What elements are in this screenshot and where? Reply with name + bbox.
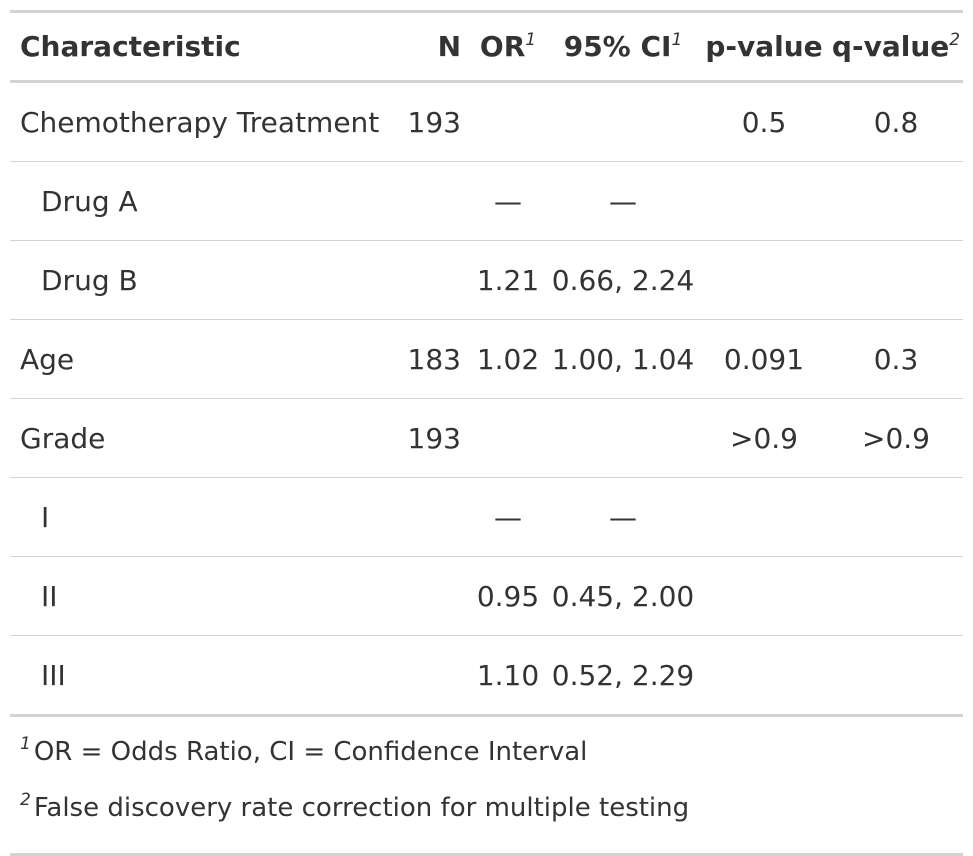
- row-label: II: [41, 579, 58, 613]
- header-n: N: [437, 30, 461, 63]
- cell-ci: 0.45, 2.00: [551, 579, 695, 613]
- cell-or: —: [494, 184, 522, 218]
- footnote-marker: 1: [20, 734, 31, 754]
- regression-table-container: Characteristic N OR1 95% CI1 p-value q-v…: [10, 10, 963, 856]
- cell-n: [391, 636, 469, 716]
- header-or: OR1: [479, 30, 537, 63]
- cell-or: 1.02: [476, 342, 540, 376]
- header-q-value: q-value2: [831, 30, 961, 63]
- footnote-text: OR = Odds Ratio, CI = Confidence Interva…: [33, 737, 588, 767]
- cell-p-value: >0.9: [730, 421, 798, 455]
- cell-n: [391, 478, 469, 557]
- cell-q-value: [829, 636, 963, 716]
- footnote-marker: 2: [949, 30, 961, 50]
- cell-q-value: [829, 478, 963, 557]
- row-label: Age: [20, 342, 75, 376]
- footnote-marker: 1: [525, 30, 537, 50]
- cell-p-value: 0.5: [741, 105, 787, 139]
- cell-q-value: 0.3: [873, 342, 919, 376]
- cell-p-value: [699, 162, 829, 241]
- cell-p-value: 0.091: [723, 342, 805, 376]
- cell-or: —: [494, 500, 522, 534]
- cell-q-value: [829, 557, 963, 636]
- table-footnotes: 1 OR = Odds Ratio, CI = Confidence Interv…: [10, 717, 963, 856]
- row-label: Chemotherapy Treatment: [20, 105, 380, 139]
- cell-ci: 1.00, 1.04: [551, 342, 695, 376]
- row-label: I: [41, 500, 50, 534]
- footnote: 1 OR = Odds Ratio, CI = Confidence Interv…: [20, 729, 963, 785]
- row-label: Grade: [20, 421, 106, 455]
- table-row: Drug A — —: [10, 162, 963, 241]
- header-characteristic: Characteristic: [20, 30, 241, 63]
- row-label: Drug B: [41, 263, 138, 297]
- cell-n: 183: [407, 342, 461, 376]
- cell-or: [469, 82, 547, 162]
- cell-ci: [547, 82, 699, 162]
- cell-n: 193: [407, 421, 461, 455]
- cell-or: [469, 399, 547, 478]
- table-row: II 0.95 0.45, 2.00: [10, 557, 963, 636]
- footnote: 2 False discovery rate correction for mul…: [20, 785, 963, 841]
- table-row: Chemotherapy Treatment 193 0.5 0.8: [10, 82, 963, 162]
- cell-q-value: [829, 241, 963, 320]
- cell-ci: [547, 399, 699, 478]
- header-row: Characteristic N OR1 95% CI1 p-value q-v…: [10, 11, 963, 82]
- cell-n: 193: [407, 105, 461, 139]
- cell-n: [391, 241, 469, 320]
- cell-q-value: >0.9: [862, 421, 930, 455]
- cell-p-value: [699, 478, 829, 557]
- cell-ci: —: [609, 184, 637, 218]
- cell-n: [391, 162, 469, 241]
- cell-q-value: 0.8: [873, 105, 919, 139]
- regression-table: Characteristic N OR1 95% CI1 p-value q-v…: [10, 10, 963, 717]
- cell-or: 1.10: [476, 658, 540, 692]
- row-label: Drug A: [41, 184, 138, 218]
- footnote-text: False discovery rate correction for mult…: [33, 793, 690, 823]
- cell-p-value: [699, 636, 829, 716]
- header-p-value: p-value: [705, 30, 823, 63]
- footnote-marker: 2: [20, 790, 31, 810]
- header-ci: 95% CI1: [563, 30, 683, 63]
- table-row: Drug B 1.21 0.66, 2.24: [10, 241, 963, 320]
- row-label: III: [41, 658, 66, 692]
- cell-ci: 0.52, 2.29: [551, 658, 695, 692]
- footnote-marker: 1: [671, 30, 683, 50]
- cell-p-value: [699, 241, 829, 320]
- cell-or: 1.21: [476, 263, 540, 297]
- cell-p-value: [699, 557, 829, 636]
- cell-n: [391, 557, 469, 636]
- table-row: Age 183 1.02 1.00, 1.04 0.091 0.3: [10, 320, 963, 399]
- cell-ci: —: [609, 500, 637, 534]
- table-row: III 1.10 0.52, 2.29: [10, 636, 963, 716]
- table-row: I — —: [10, 478, 963, 557]
- cell-ci: 0.66, 2.24: [551, 263, 695, 297]
- cell-q-value: [829, 162, 963, 241]
- cell-or: 0.95: [476, 579, 540, 613]
- table-row: Grade 193 >0.9 >0.9: [10, 399, 963, 478]
